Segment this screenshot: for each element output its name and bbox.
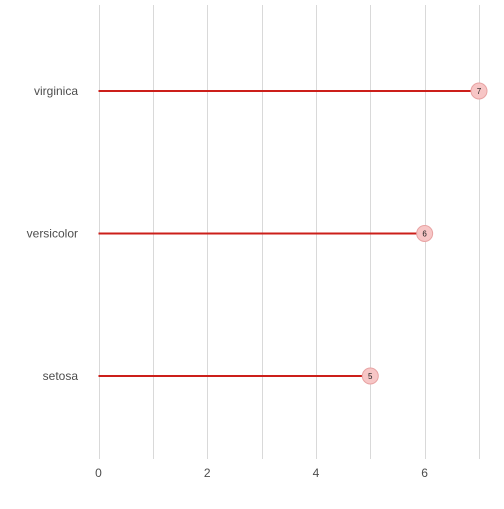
lollipop-point-virginica	[470, 82, 488, 100]
value-label-virginica: 7	[477, 87, 482, 96]
category-label-setosa: setosa	[43, 369, 79, 383]
value-label-setosa: 5	[368, 372, 373, 381]
lollipop-point-setosa	[361, 367, 379, 385]
x-tick-label-4: 4	[313, 466, 320, 480]
category-label-virginica: virginica	[34, 84, 78, 98]
marks-layer: 5 6 7	[98, 82, 488, 385]
category-label-versicolor: versicolor	[27, 227, 78, 241]
grid-layer	[99, 5, 480, 459]
x-tick-label-6: 6	[421, 466, 428, 480]
value-label-versicolor: 6	[422, 230, 427, 239]
lollipop-point-versicolor	[416, 225, 434, 242]
labels-layer: 0 2 4 6 setosa versicolor virginica	[27, 84, 429, 480]
x-tick-label-0: 0	[95, 466, 102, 480]
x-tick-label-2: 2	[204, 466, 211, 480]
